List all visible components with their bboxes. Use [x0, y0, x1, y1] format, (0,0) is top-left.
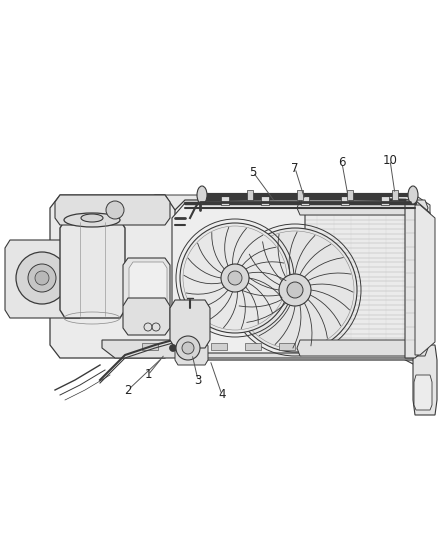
Polygon shape [102, 340, 428, 365]
Polygon shape [413, 345, 437, 415]
Ellipse shape [197, 186, 207, 204]
Polygon shape [297, 200, 428, 215]
Polygon shape [211, 343, 226, 350]
Polygon shape [247, 190, 253, 200]
Polygon shape [115, 318, 415, 365]
Polygon shape [176, 343, 192, 350]
Polygon shape [297, 190, 303, 200]
Circle shape [170, 344, 177, 351]
Polygon shape [142, 343, 158, 350]
Text: 2: 2 [124, 384, 132, 397]
Text: 5: 5 [249, 166, 257, 179]
Circle shape [287, 282, 303, 298]
Polygon shape [341, 196, 349, 205]
Polygon shape [175, 340, 208, 365]
Polygon shape [381, 196, 389, 205]
Ellipse shape [64, 213, 120, 227]
Polygon shape [170, 300, 210, 348]
Circle shape [221, 264, 249, 292]
Polygon shape [60, 220, 125, 318]
Circle shape [228, 271, 242, 285]
Text: 7: 7 [291, 161, 299, 174]
Circle shape [182, 342, 194, 354]
Polygon shape [382, 343, 398, 350]
Polygon shape [5, 240, 85, 318]
Polygon shape [297, 203, 428, 355]
Ellipse shape [408, 186, 418, 204]
Text: 10: 10 [382, 154, 397, 166]
Polygon shape [405, 200, 430, 358]
Circle shape [35, 271, 49, 285]
Circle shape [106, 201, 124, 219]
Polygon shape [123, 258, 170, 312]
Polygon shape [140, 195, 430, 220]
Circle shape [233, 228, 357, 352]
Polygon shape [348, 343, 364, 350]
Polygon shape [261, 196, 269, 205]
Polygon shape [50, 195, 175, 358]
Polygon shape [170, 200, 430, 360]
Circle shape [16, 252, 68, 304]
Text: 3: 3 [194, 374, 201, 386]
Text: 6: 6 [338, 157, 346, 169]
Polygon shape [297, 340, 428, 356]
Text: 1: 1 [144, 368, 152, 382]
Polygon shape [314, 343, 329, 350]
Circle shape [180, 223, 290, 333]
Polygon shape [414, 375, 432, 410]
Polygon shape [172, 203, 305, 353]
Polygon shape [176, 205, 426, 353]
Polygon shape [415, 205, 435, 355]
Polygon shape [245, 343, 261, 350]
Text: 4: 4 [218, 389, 226, 401]
Circle shape [28, 264, 56, 292]
Polygon shape [123, 298, 170, 335]
Polygon shape [279, 343, 295, 350]
Polygon shape [55, 195, 170, 225]
Polygon shape [347, 190, 353, 200]
Polygon shape [129, 262, 167, 310]
Circle shape [176, 336, 200, 360]
Polygon shape [392, 190, 398, 200]
Ellipse shape [81, 214, 103, 222]
Polygon shape [221, 196, 229, 205]
Polygon shape [301, 196, 309, 205]
Circle shape [279, 274, 311, 306]
